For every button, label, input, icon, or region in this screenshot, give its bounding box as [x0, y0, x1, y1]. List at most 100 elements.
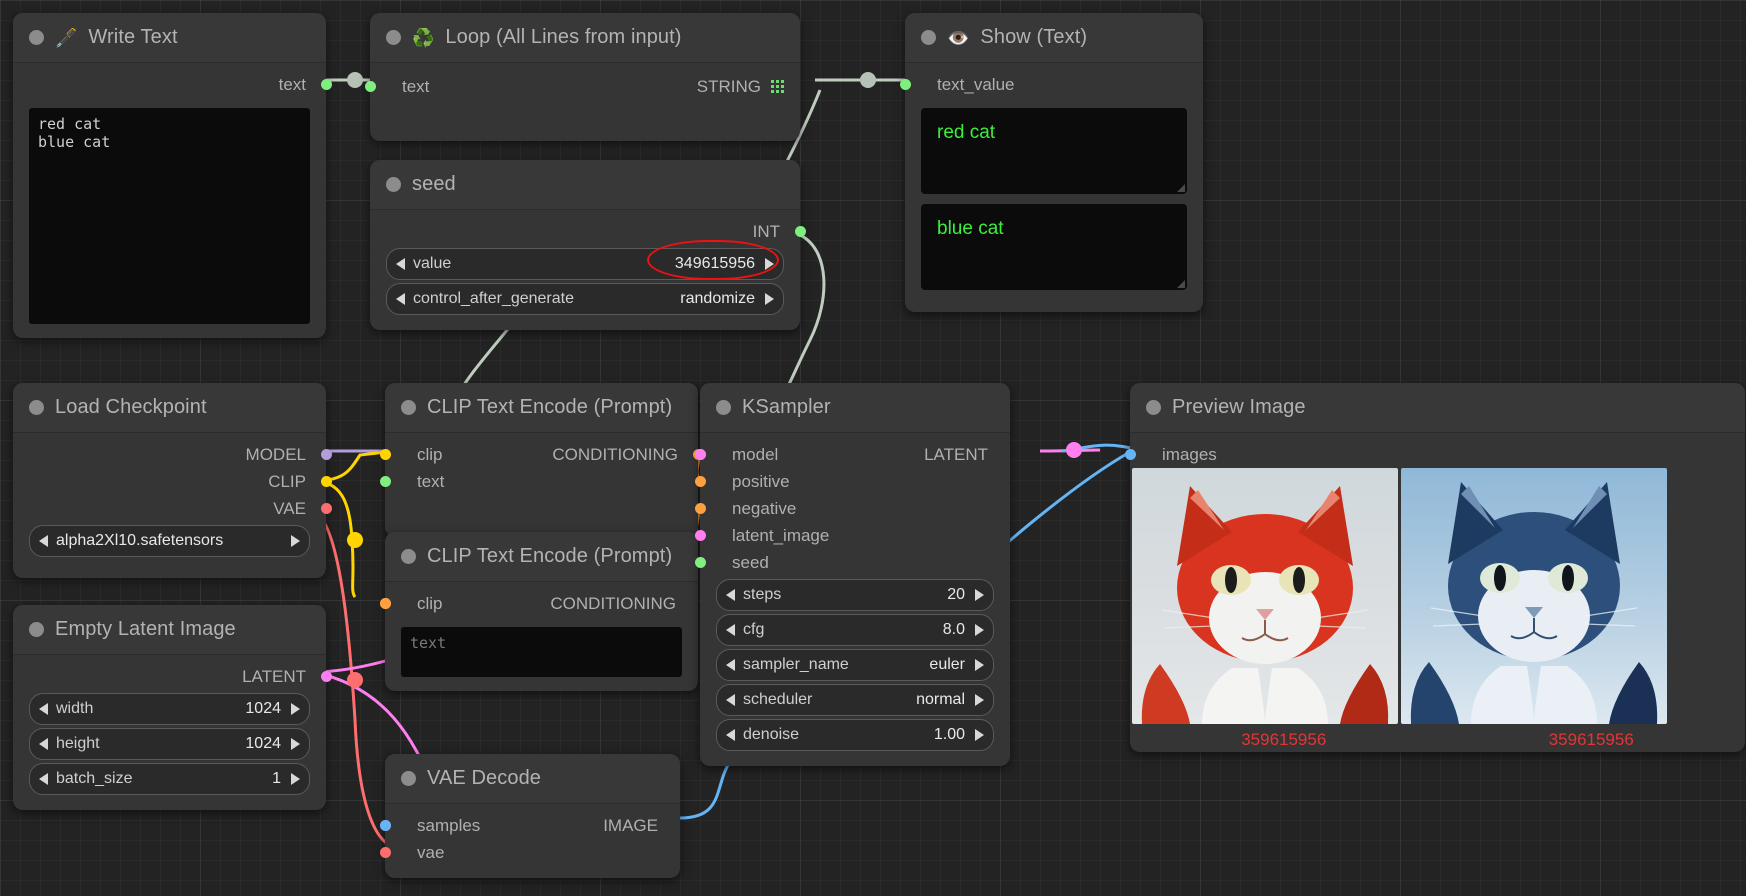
list-output-icon[interactable]	[771, 80, 784, 93]
node-header[interactable]: Preview Image	[1130, 383, 1745, 433]
widget-scheduler[interactable]: scheduler normal	[716, 684, 994, 716]
widget-value[interactable]: alpha2Xl10.safetensors	[56, 532, 224, 549]
node-seed[interactable]: seed INT value 349615956 control_after_g…	[370, 160, 806, 330]
slot-dot[interactable]	[1124, 449, 1136, 460]
widget-value[interactable]: 1	[272, 770, 281, 787]
decrement-arrow-icon[interactable]	[396, 258, 405, 270]
slot-dot[interactable]	[694, 476, 706, 487]
input-slot-vae[interactable]: vae	[379, 839, 680, 866]
collapse-dot[interactable]	[921, 30, 936, 45]
decrement-arrow-icon[interactable]	[726, 589, 735, 601]
output-slot-text[interactable]: text	[13, 71, 332, 98]
collapse-dot[interactable]	[29, 400, 44, 415]
increment-arrow-icon[interactable]	[291, 535, 300, 547]
decrement-arrow-icon[interactable]	[726, 729, 735, 741]
slot-dot[interactable]	[320, 476, 332, 487]
widget-value[interactable]: euler	[929, 656, 965, 673]
slot-dot[interactable]	[320, 671, 332, 682]
output-text-box[interactable]: blue cat	[921, 204, 1187, 290]
node-empty-latent-image[interactable]: Empty Latent Image LATENT width 1024 hei…	[13, 605, 332, 810]
node-ksampler[interactable]: KSampler model LATENT positive negative …	[694, 383, 1010, 766]
increment-arrow-icon[interactable]	[291, 773, 300, 785]
input-slot-text-value[interactable]: text_value	[899, 71, 1203, 98]
widget-ckpt-name[interactable]: alpha2Xl10.safetensors	[29, 525, 310, 557]
node-loop[interactable]: ♻️ Loop (All Lines from input) text STRI…	[364, 13, 800, 141]
collapse-dot[interactable]	[401, 400, 416, 415]
widget-width[interactable]: width 1024	[29, 693, 310, 725]
increment-arrow-icon[interactable]	[975, 729, 984, 741]
increment-arrow-icon[interactable]	[291, 738, 300, 750]
node-header[interactable]: Load Checkpoint	[13, 383, 326, 433]
slot-dot[interactable]	[694, 557, 706, 568]
node-header[interactable]: seed	[370, 160, 800, 210]
input-slot-latent-image[interactable]: latent_image	[694, 522, 1010, 549]
widget-denoise[interactable]: denoise 1.00	[716, 719, 994, 751]
slot-dot[interactable]	[379, 598, 391, 609]
widget-steps[interactable]: steps 20	[716, 579, 994, 611]
widget-value[interactable]: 8.0	[942, 621, 965, 638]
increment-arrow-icon[interactable]	[975, 589, 984, 601]
decrement-arrow-icon[interactable]	[726, 624, 735, 636]
slot-dot[interactable]	[379, 847, 391, 858]
output-slot-string[interactable]: STRING	[681, 73, 800, 100]
node-load-checkpoint[interactable]: Load Checkpoint MODEL CLIP VAE alpha2Xl1…	[13, 383, 332, 578]
node-header[interactable]: KSampler	[700, 383, 1010, 433]
increment-arrow-icon[interactable]	[765, 258, 774, 270]
node-show-text[interactable]: 👁️ Show (Text) text_value red cat blue c…	[899, 13, 1203, 312]
collapse-dot[interactable]	[401, 549, 416, 564]
input-slot-text[interactable]: text	[379, 468, 460, 495]
decrement-arrow-icon[interactable]	[726, 659, 735, 671]
node-header[interactable]: Empty Latent Image	[13, 605, 326, 655]
output-slot-clip[interactable]: CLIP	[13, 468, 332, 495]
output-text-box[interactable]: red cat	[921, 108, 1187, 194]
increment-arrow-icon[interactable]	[975, 659, 984, 671]
widget-height[interactable]: height 1024	[29, 728, 310, 760]
widget-value[interactable]: 349615956	[674, 255, 755, 272]
node-header[interactable]: 👁️ Show (Text)	[905, 13, 1203, 63]
input-slot-clip[interactable]: clip CONDITIONING	[379, 590, 698, 617]
slot-dot[interactable]	[694, 503, 706, 514]
node-header[interactable]: ♻️ Loop (All Lines from input)	[370, 13, 800, 63]
output-slot-vae[interactable]: VAE	[13, 495, 332, 522]
node-header[interactable]: CLIP Text Encode (Prompt)	[385, 532, 698, 582]
increment-arrow-icon[interactable]	[765, 293, 774, 305]
increment-arrow-icon[interactable]	[291, 703, 300, 715]
collapse-dot[interactable]	[386, 177, 401, 192]
collapse-dot[interactable]	[29, 622, 44, 637]
slot-dot[interactable]	[320, 503, 332, 514]
slot-dot[interactable]	[694, 530, 706, 541]
preview-image-red-cat[interactable]	[1132, 468, 1398, 724]
node-vae-decode[interactable]: VAE Decode samples IMAGE vae	[379, 754, 680, 878]
widget-cfg[interactable]: cfg 8.0	[716, 614, 994, 646]
node-write-text[interactable]: 🖋️ Write Text text red cat blue cat	[13, 13, 332, 338]
widget-sampler-name[interactable]: sampler_name euler	[716, 649, 994, 681]
slot-dot[interactable]	[379, 820, 391, 831]
slot-dot[interactable]	[320, 79, 332, 90]
text-input-area[interactable]: red cat blue cat	[29, 108, 310, 324]
slot-dot[interactable]	[899, 79, 911, 90]
node-preview-image[interactable]: Preview Image images	[1124, 383, 1745, 752]
input-slot-model[interactable]: model LATENT	[694, 441, 1010, 468]
collapse-dot[interactable]	[716, 400, 731, 415]
slot-dot[interactable]	[320, 449, 332, 460]
input-slot-seed[interactable]: seed	[694, 549, 1010, 576]
input-slot-images[interactable]: images	[1124, 441, 1745, 468]
widget-value[interactable]: 1.00	[933, 726, 965, 743]
input-slot-text[interactable]: text	[364, 73, 445, 100]
output-slot-latent[interactable]: LATENT	[13, 663, 332, 690]
input-slot-samples[interactable]: samples IMAGE	[379, 812, 680, 839]
output-slot-int[interactable]: INT	[370, 218, 806, 245]
slot-dot[interactable]	[364, 81, 376, 92]
node-header[interactable]: VAE Decode	[385, 754, 680, 804]
decrement-arrow-icon[interactable]	[39, 535, 48, 547]
decrement-arrow-icon[interactable]	[39, 738, 48, 750]
widget-value[interactable]: 20	[947, 586, 965, 603]
node-clip-text-encode-positive[interactable]: CLIP Text Encode (Prompt) clip text COND…	[379, 383, 704, 537]
slot-dot[interactable]	[694, 449, 706, 460]
input-slot-negative[interactable]: negative	[694, 495, 1010, 522]
decrement-arrow-icon[interactable]	[39, 773, 48, 785]
decrement-arrow-icon[interactable]	[39, 703, 48, 715]
decrement-arrow-icon[interactable]	[726, 694, 735, 706]
widget-control-after-generate[interactable]: control_after_generate randomize	[386, 283, 784, 315]
